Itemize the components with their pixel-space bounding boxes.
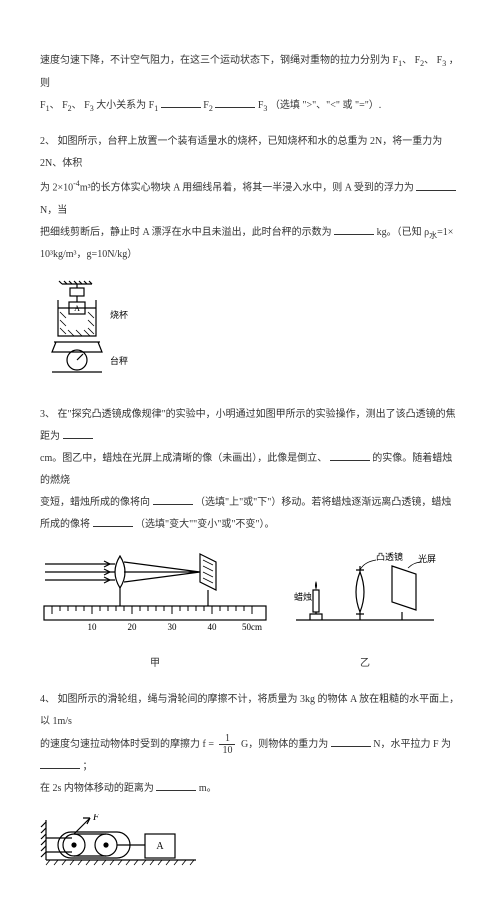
q3-cap-a: 甲 — [40, 653, 270, 675]
q2-label-scale: 台秤 — [110, 355, 128, 366]
q2-t2a: 为 2×10 — [40, 183, 73, 194]
q2-t4: 10³kg/m³，g=10N/kg） — [40, 249, 137, 260]
q2-label-cup: 烧杯 — [110, 309, 128, 320]
q1-blank-2[interactable] — [215, 107, 255, 108]
svg-text:30: 30 — [168, 622, 178, 632]
q2-blank-2[interactable] — [334, 234, 374, 235]
q1-F1b: F1 — [40, 100, 50, 111]
q3-blank-0[interactable] — [63, 438, 93, 439]
svg-text:50cm: 50cm — [242, 622, 262, 632]
q2-t3: 把细线剪断后，静止时 A 漂浮在水中且未溢出，此时台秤的示数为 — [40, 227, 332, 238]
q3-figure-row: 10 20 30 40 50cm 甲 — [40, 550, 460, 675]
q1-F1: F1 — [393, 55, 403, 66]
q1-text-b: 大小关系为 F — [96, 100, 154, 111]
q3-figure-a: 10 20 30 40 50cm — [40, 550, 270, 640]
q4-figure: F A — [40, 814, 200, 874]
q3-t3: 变短，蜡烛所成的像将向 — [40, 497, 150, 508]
q4-number: 4、 — [40, 694, 55, 705]
q3-cap-b: 乙 — [290, 653, 440, 675]
q1-F3b: F3 — [84, 100, 94, 111]
q3-t2: cm。图乙中，蜡烛在光屏上成清晰的像（未画出），此像是倒立、 — [40, 453, 327, 464]
q4-t1: 如图所示的滑轮组，绳与滑轮间的摩擦不计，将质量为 3kg 的物体 A 放在粗糙的… — [40, 694, 459, 727]
q3-blank-2[interactable] — [153, 504, 193, 505]
q4-para: 4、 如图所示的滑轮组，绳与滑轮间的摩擦不计，将质量为 3kg 的物体 A 放在… — [40, 689, 460, 800]
q3-figure-b: 凸透镜 光屏 蜡烛 — [290, 550, 440, 640]
q1-F2b: F2 — [62, 100, 72, 111]
q2-blank-1[interactable] — [416, 190, 456, 191]
q1-text-a: 速度匀速下降，不计空气阻力，在这三个运动状态下，钢绳对重物的拉力分别为 — [40, 55, 393, 66]
q1-text-d: （选填 ">"、"<" 或 "="）. — [270, 100, 381, 111]
q3-label-candle: 蜡烛 — [294, 591, 312, 602]
q3-label-convex: 凸透镜 — [376, 551, 403, 562]
q3-fig-a-wrap: 10 20 30 40 50cm 甲 — [40, 550, 270, 675]
q1-para: 速度匀速下降，不计空气阻力，在这三个运动状态下，钢绳对重物的拉力分别为 F1、 … — [40, 50, 460, 117]
svg-text:20: 20 — [128, 622, 138, 632]
q2-para: 2、 如图所示，台秤上放置一个装有适量水的烧杯，已知烧杯和水的总重为 2N，将一… — [40, 131, 460, 266]
svg-text:40: 40 — [208, 622, 218, 632]
q3-para: 3、 在"探究凸透镜成像规律"的实验中，小明通过如图甲所示的实验操作，测出了该凸… — [40, 404, 460, 536]
q3-t4: 所成的像将 — [40, 519, 90, 530]
q2-number: 2、 — [40, 136, 55, 147]
q4-blank-3[interactable] — [156, 790, 196, 791]
q1-F3: F3 — [437, 55, 447, 66]
q4-t2: 的速度匀速拉动物体时受到的摩擦力 f = — [40, 739, 214, 750]
q3-t1: 在"探究凸透镜成像规律"的实验中，小明通过如图甲所示的实验操作，测出了该凸透镜的… — [40, 409, 456, 442]
q4-blank-2[interactable] — [40, 768, 80, 769]
q3-fig-b-wrap: 凸透镜 光屏 蜡烛 乙 — [290, 550, 440, 675]
q3-label-screen: 光屏 — [418, 553, 436, 564]
q4-A-label: A — [156, 841, 164, 852]
q3-blank-3[interactable] — [93, 526, 133, 527]
q4-F-label: F — [92, 814, 100, 823]
svg-text:10: 10 — [88, 622, 98, 632]
q4-blank-1[interactable] — [331, 746, 371, 747]
q3-number: 3、 — [40, 409, 55, 420]
q4-t3: 在 2s 内物体移动的距离为 — [40, 783, 154, 794]
q1-blank-1[interactable] — [161, 107, 201, 108]
q2-figure: A 烧杯 台秤 — [40, 280, 160, 390]
q1-F2: F2 — [415, 55, 425, 66]
q4-fraction: 1 10 — [219, 733, 235, 756]
q3-blank-1[interactable] — [330, 460, 370, 461]
q2-t1: 如图所示，台秤上放置一个装有适量水的烧杯，已知烧杯和水的总重为 2N，将一重力为… — [40, 136, 442, 169]
